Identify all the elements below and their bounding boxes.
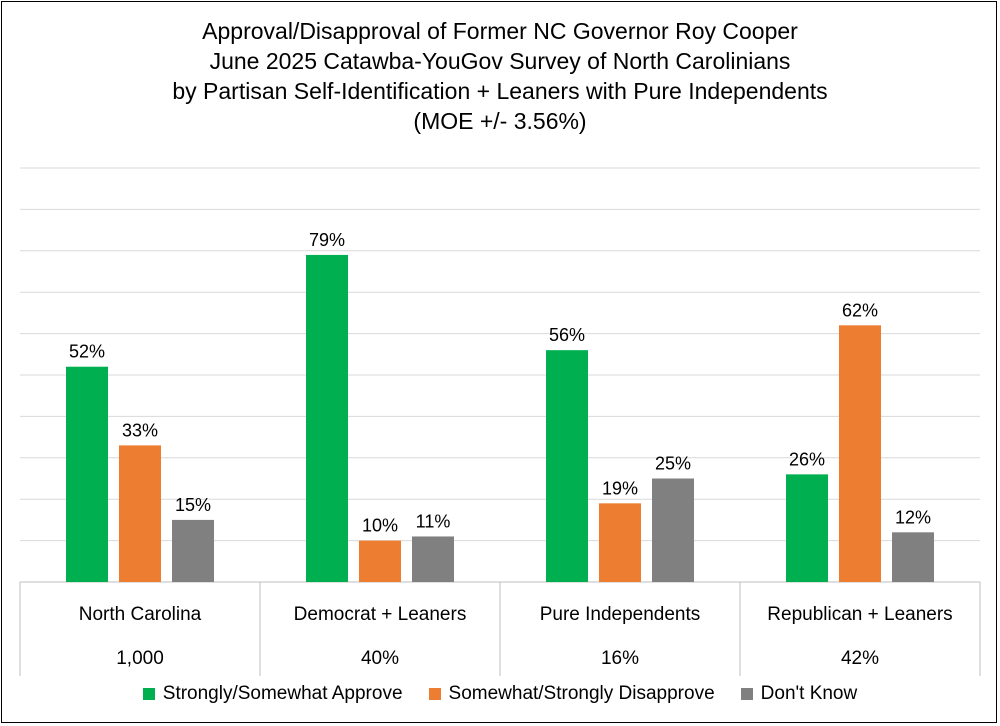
- legend-swatch-dont-know: [740, 688, 753, 700]
- title-line-4: (MOE +/- 3.56%): [413, 108, 587, 134]
- legend-item-disapprove: Somewhat/Strongly Disapprove: [428, 683, 715, 705]
- data-label: 26%: [789, 449, 825, 469]
- category-share-label: 42%: [841, 648, 879, 669]
- legend-label-dont-know: Don't Know: [760, 683, 858, 704]
- data-label: 62%: [842, 300, 878, 320]
- data-label: 52%: [69, 342, 105, 362]
- category-label: North Carolina: [79, 604, 202, 625]
- data-label: 10%: [362, 516, 398, 536]
- bar: [412, 536, 454, 582]
- legend-label-approve: Strongly/Somewhat Approve: [162, 683, 403, 704]
- bar: [892, 532, 934, 582]
- bar: [119, 445, 161, 582]
- chart-title: Approval/Disapproval of Former NC Govern…: [0, 16, 1000, 136]
- category-share-label: 40%: [361, 648, 399, 669]
- bar: [359, 540, 401, 582]
- bar: [652, 478, 694, 582]
- legend-swatch-disapprove: [428, 688, 441, 700]
- legend-label-disapprove: Somewhat/Strongly Disapprove: [448, 683, 715, 704]
- data-label: 11%: [416, 511, 451, 531]
- legend: Strongly/Somewhat Approve Somewhat/Stron…: [0, 683, 1000, 705]
- data-label: 12%: [895, 507, 931, 527]
- title-line-3: by Partisan Self-Identification + Leaner…: [172, 78, 828, 104]
- title-line-2: June 2025 Catawba-YouGov Survey of North…: [209, 48, 791, 74]
- category-share-label: 1,000: [116, 648, 164, 669]
- data-label: 79%: [309, 230, 345, 250]
- data-label: 15%: [175, 495, 211, 515]
- data-label: 33%: [122, 420, 158, 440]
- bar: [839, 325, 881, 582]
- bar: [599, 503, 641, 582]
- bar: [172, 519, 214, 582]
- bar: [66, 366, 108, 582]
- bar: [546, 350, 588, 582]
- data-label: 19%: [602, 478, 638, 498]
- bar: [786, 474, 828, 582]
- category-label: Pure Independents: [540, 604, 701, 625]
- bar: [306, 254, 348, 582]
- data-label: 25%: [655, 454, 691, 474]
- category-share-label: 16%: [601, 648, 639, 669]
- category-label: Republican + Leaners: [767, 604, 952, 625]
- category-label: Democrat + Leaners: [294, 604, 467, 625]
- legend-swatch-approve: [142, 688, 155, 700]
- legend-item-dont-know: Don't Know: [740, 683, 858, 705]
- legend-item-approve: Strongly/Somewhat Approve: [142, 683, 403, 705]
- title-line-1: Approval/Disapproval of Former NC Govern…: [202, 18, 798, 44]
- data-label: 56%: [549, 325, 585, 345]
